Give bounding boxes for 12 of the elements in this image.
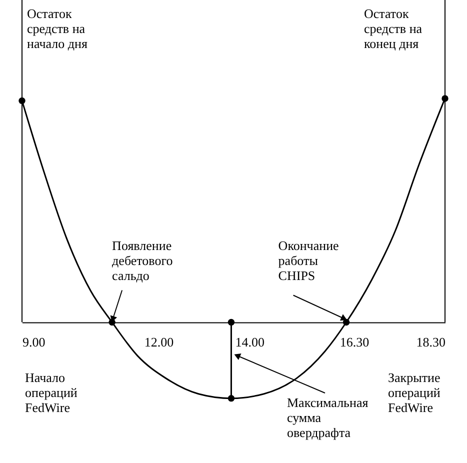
x-tick-label: 14.00 [235,334,265,350]
annotation: Появление дебетового сальдо [112,238,173,284]
text: Остаток средств на конец дня [364,6,422,51]
text: Остаток средств на начало дня [27,6,88,51]
x-tick-label: 12.00 [144,334,174,350]
x-tick-label: 18.30 [416,334,446,350]
annotation: Начало операций FedWire [25,370,78,415]
x-tick-label: 9.00 [22,334,46,350]
annotation: Окончание работы CHIPS [278,238,340,284]
annotation: Закрытие операций FedWire [388,370,440,415]
annotation: Максимальная сумма овердрафта [287,395,368,440]
x-tick-label: 16.30 [340,334,370,350]
